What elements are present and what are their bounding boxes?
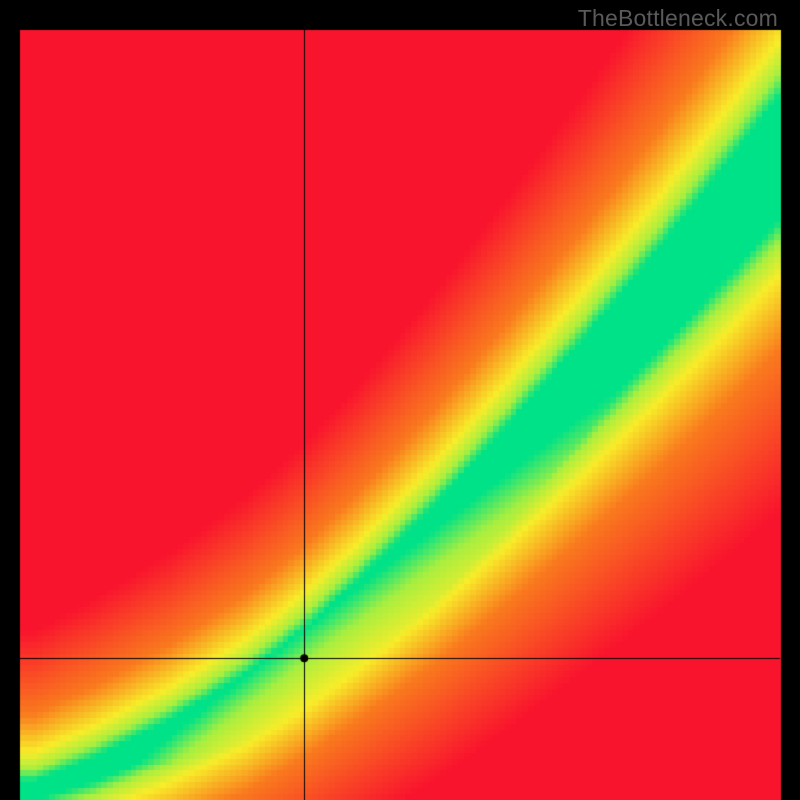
- watermark-text: TheBottleneck.com: [578, 5, 778, 32]
- bottleneck-heatmap: [0, 0, 800, 800]
